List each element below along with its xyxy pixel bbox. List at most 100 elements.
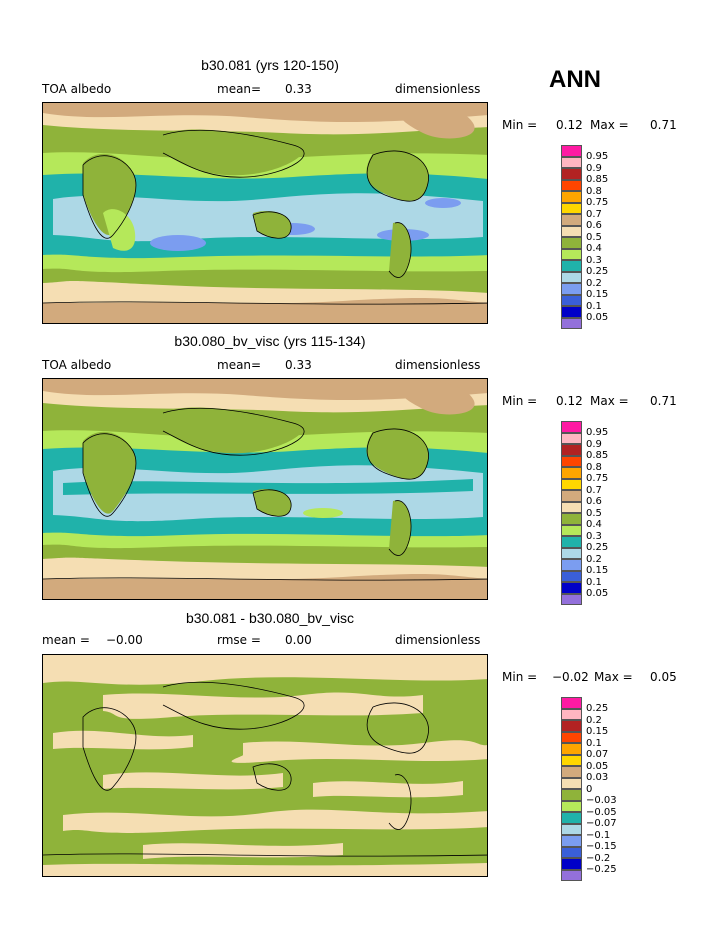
colorbar-level-label: 0.85	[586, 450, 609, 461]
colorbar-level-label: −0.07	[586, 818, 617, 829]
panel-3-title: b30.081 - b30.080_bv_visc	[185, 610, 355, 626]
colorbar-swatch	[561, 720, 582, 732]
colorbar-swatch	[561, 777, 582, 789]
panel-3-colorbar: 0.25 0.2 0.15 0.1 0.07 0.05 0.03 0 −0.03 −0.05 −0.…	[561, 697, 621, 881]
colorbar-swatch	[561, 306, 582, 318]
colorbar-swatch	[561, 237, 582, 249]
colorbar-swatch	[561, 858, 582, 870]
panel-2-variable-label: TOA albedo	[42, 358, 112, 372]
colorbar-swatch	[561, 708, 582, 720]
colorbar-swatch	[561, 283, 582, 295]
colorbar-level-label: 0.7	[586, 484, 602, 496]
season-label: ANN	[549, 66, 601, 93]
colorbar-level-label: 0.15	[586, 726, 609, 737]
panel-2-units: dimensionless	[395, 358, 481, 372]
colorbar-level-label: 0.8	[586, 185, 602, 197]
colorbar-level-label: 0.2	[586, 553, 602, 565]
colorbar-swatch	[561, 513, 582, 525]
panel-3-mean-label: mean =	[42, 633, 90, 647]
colorbar-level-label: 0.2	[586, 714, 602, 726]
colorbar-swatch	[561, 547, 582, 559]
panel-1-mean-value: 0.33	[285, 82, 312, 96]
colorbar-level-label: 0.4	[586, 519, 602, 530]
colorbar-swatch	[561, 582, 582, 594]
colorbar-level-label: 0.85	[586, 174, 609, 185]
panel-3-map	[42, 654, 488, 877]
colorbar-swatch	[561, 455, 582, 467]
colorbar-swatch	[561, 225, 582, 237]
colorbar-level-label: 0.15	[586, 565, 609, 576]
colorbar-level-label: 0.5	[586, 231, 602, 243]
colorbar-level-label: 0	[586, 783, 593, 795]
colorbar-swatch	[561, 800, 582, 812]
colorbar-level-label: 0.6	[586, 220, 602, 231]
colorbar-level-label: 0.3	[586, 254, 602, 266]
colorbar-swatch	[561, 593, 582, 605]
colorbar-level-label: 0.95	[586, 427, 609, 438]
panel-2-max-label: Max =	[590, 394, 629, 408]
colorbar-level-label: 0.75	[586, 473, 609, 484]
panel-1-units: dimensionless	[395, 82, 481, 96]
colorbar-level-label: 0.05	[586, 588, 609, 599]
panel-1-min-value: 0.12	[556, 118, 583, 132]
panel-3-rmse-value: 0.00	[285, 633, 312, 647]
panel-1-min-label: Min =	[502, 118, 538, 132]
colorbar-swatch	[561, 156, 582, 168]
colorbar-swatch	[561, 501, 582, 513]
colorbar-swatch	[561, 697, 582, 709]
colorbar-swatch	[561, 559, 582, 571]
panel-2-max-value: 0.71	[650, 394, 677, 408]
panel-2-mean-value: 0.33	[285, 358, 312, 372]
panel-2-min-label: Min =	[502, 394, 538, 408]
colorbar-swatch	[561, 846, 582, 858]
colorbar-level-label: 0.6	[586, 496, 602, 507]
colorbar-level-label: 0.25	[586, 266, 609, 277]
colorbar-swatch	[561, 179, 582, 191]
panel-3-min-label: Min =	[502, 670, 538, 684]
colorbar-level-label: 0.25	[586, 542, 609, 553]
colorbar-level-label: 0.4	[586, 243, 602, 254]
colorbar-swatch	[561, 823, 582, 835]
colorbar-swatch	[561, 536, 582, 548]
panel-2-min-value: 0.12	[556, 394, 583, 408]
colorbar-swatch	[561, 432, 582, 444]
colorbar-level-label: 0.9	[586, 162, 602, 174]
colorbar-swatch	[561, 467, 582, 479]
panel-1-mean-label: mean=	[217, 82, 262, 96]
colorbar-level-label: 0.95	[586, 151, 609, 162]
colorbar-swatch	[561, 731, 582, 743]
colorbar-level-label: 0.03	[586, 772, 609, 783]
colorbar-swatch	[561, 191, 582, 203]
colorbar-swatch	[561, 490, 582, 502]
colorbar-level-label: 0.05	[586, 312, 609, 323]
panel-3-mean-value: −0.00	[106, 633, 143, 647]
colorbar-level-label: 0.1	[586, 300, 602, 312]
colorbar-level-label: 0.5	[586, 507, 602, 519]
colorbar-level-label: −0.25	[586, 864, 617, 875]
colorbar-swatch	[561, 294, 582, 306]
panel-1-title: b30.081 (yrs 120-150)	[201, 57, 339, 73]
colorbar-swatch	[561, 570, 582, 582]
panel-3-units: dimensionless	[395, 633, 481, 647]
panel-3-rmse-label: rmse =	[217, 633, 261, 647]
panel-1-variable-label: TOA albedo	[42, 82, 112, 96]
colorbar-level-label: 0.15	[586, 289, 609, 300]
panel-2-colorbar: 0.95 0.9 0.85 0.8 0.75 0.7 0.6 0.5 0.4 0.3 0.25 0.2…	[561, 421, 621, 605]
panel-2-contour-field	[43, 379, 487, 599]
colorbar-level-label: 0.9	[586, 438, 602, 450]
colorbar-swatch	[561, 202, 582, 214]
colorbar-swatch	[561, 754, 582, 766]
panel-3-max-label: Max =	[594, 670, 633, 684]
colorbar-level-label: −0.1	[586, 829, 611, 841]
panel-1-contour-field	[43, 103, 487, 323]
colorbar-swatch	[561, 789, 582, 801]
colorbar-swatch	[561, 214, 582, 226]
colorbar-level-label: 0.05	[586, 760, 609, 772]
colorbar-swatch	[561, 869, 582, 881]
colorbar-swatch	[561, 766, 582, 778]
colorbar-level-label: −0.2	[586, 852, 611, 864]
colorbar-level-label: 0.75	[586, 197, 609, 208]
colorbar-swatch	[561, 168, 582, 180]
panel-2-mean-label: mean=	[217, 358, 262, 372]
colorbar-level-label: −0.03	[586, 795, 617, 806]
